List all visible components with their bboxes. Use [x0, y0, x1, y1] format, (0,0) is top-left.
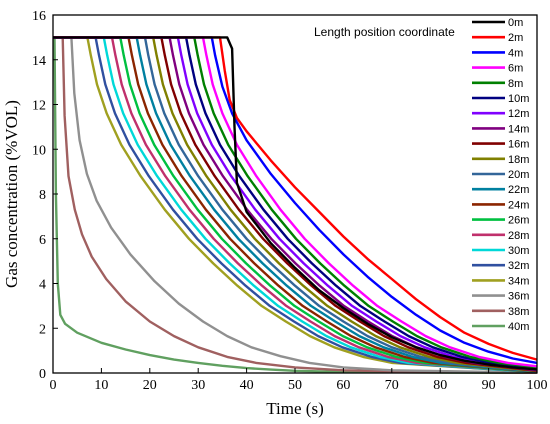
- series-line-36m: [53, 36, 538, 374]
- series-line-24m: [53, 36, 538, 374]
- legend-label: 12m: [508, 108, 529, 120]
- legend-label: 0m: [508, 17, 523, 29]
- series-line-12m: [53, 36, 538, 371]
- legend-label: 4m: [508, 47, 523, 59]
- x-tick-label: 100: [527, 378, 548, 393]
- legend-label: 8m: [508, 78, 523, 90]
- legend-label: 30m: [508, 245, 529, 257]
- y-tick-label: 6: [39, 233, 46, 248]
- series-line-22m: [53, 36, 538, 373]
- legend-label: 28m: [508, 230, 529, 242]
- y-axis-title: Gas concentration (%VOL): [2, 100, 21, 288]
- legend-label: 22m: [508, 184, 529, 196]
- series-line-2m: [53, 36, 538, 361]
- y-tick-label: 2: [39, 322, 46, 337]
- series-line-10m: [53, 36, 538, 370]
- legend-title: Length position coordinate: [314, 25, 455, 39]
- series-line-6m: [53, 36, 538, 368]
- x-tick-label: 20: [143, 378, 157, 393]
- legend: 0m 2m 4m 6m 8m 10m 12m 14m 16m 18m 20m 22m 24m 26m 28m…: [472, 17, 529, 333]
- legend-label: 38m: [508, 306, 529, 318]
- x-tick-label: 60: [336, 378, 350, 393]
- x-axis-title: Time (s): [266, 399, 323, 418]
- x-tick-label: 40: [240, 378, 254, 393]
- x-tick-label: 50: [288, 378, 302, 393]
- series-line-0m: [53, 36, 538, 371]
- legend-label: 36m: [508, 291, 529, 303]
- series-line-28m: [53, 36, 538, 374]
- legend-label: 32m: [508, 260, 529, 272]
- series-layer: [53, 36, 538, 374]
- legend-label: 10m: [508, 93, 529, 105]
- x-tick-label: 80: [433, 378, 447, 393]
- series-line-30m: [53, 36, 538, 374]
- series-line-16m: [53, 36, 538, 372]
- series-line-4m: [53, 36, 538, 365]
- y-tick-label: 0: [39, 367, 46, 382]
- series-line-38m: [53, 36, 538, 374]
- x-tick-label: 0: [50, 378, 57, 393]
- axes: 0 10 20 30 40 50 60 70 80 90 100 0 2 4 6 8 10 12 14 16: [32, 9, 548, 393]
- y-tick-label: 14: [32, 54, 46, 69]
- series-line-26m: [53, 36, 538, 374]
- legend-label: 2m: [508, 32, 523, 44]
- legend-label: 24m: [508, 199, 529, 211]
- y-tick-label: 10: [32, 143, 46, 158]
- x-tick-label: 30: [191, 378, 205, 393]
- y-tick-label: 8: [39, 188, 46, 203]
- y-tick-label: 16: [32, 9, 46, 24]
- legend-label: 16m: [508, 139, 529, 151]
- series-line-18m: [53, 36, 538, 373]
- legend-label: 26m: [508, 215, 529, 227]
- y-tick-label: 4: [39, 278, 46, 293]
- legend-label: 40m: [508, 321, 529, 333]
- legend-label: 20m: [508, 169, 529, 181]
- legend-label: 18m: [508, 154, 529, 166]
- x-tick-label: 70: [385, 378, 399, 393]
- legend-label: 14m: [508, 123, 529, 135]
- legend-label: 6m: [508, 63, 523, 75]
- series-line-32m: [53, 36, 538, 374]
- legend-label: 34m: [508, 275, 529, 287]
- x-tick-label: 90: [482, 378, 496, 393]
- y-tick-label: 12: [32, 99, 46, 114]
- series-line-20m: [53, 36, 538, 373]
- series-line-34m: [53, 36, 538, 374]
- x-tick-label: 10: [94, 378, 108, 393]
- series-line-8m: [53, 36, 538, 369]
